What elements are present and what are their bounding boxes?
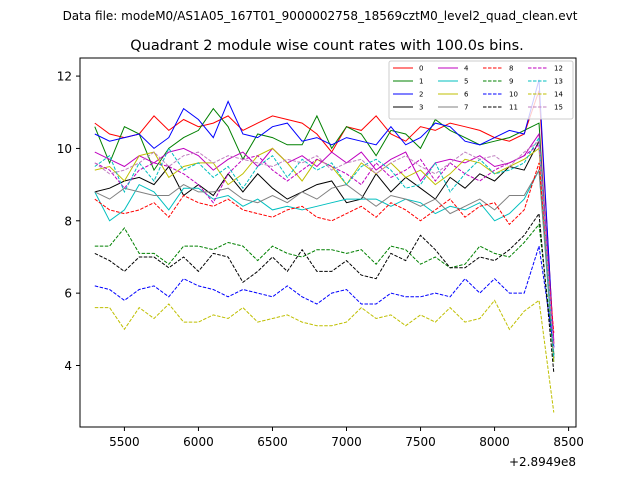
x-axis: 5500 6000 6500 7000 7500 8000 8500 — [109, 427, 584, 449]
series-line-4 — [94, 132, 555, 341]
y-tick-label: 12 — [57, 70, 72, 84]
series-line-10 — [94, 245, 555, 348]
x-tick-label: 6500 — [257, 435, 288, 449]
y-tick-label: 4 — [64, 359, 72, 373]
series-line-2 — [94, 79, 555, 348]
x-tick-label: 8500 — [553, 435, 584, 449]
legend-label-1: 1 — [419, 78, 423, 86]
legend-label-12: 12 — [554, 65, 563, 73]
legend-label-2: 2 — [419, 91, 423, 99]
series-line-13 — [94, 135, 555, 359]
legend-label-0: 0 — [419, 65, 423, 73]
y-axis: 4 6 8 10 12 — [57, 70, 80, 373]
series-line-9 — [94, 223, 555, 355]
chart-title: Quadrant 2 module wise count rates with … — [130, 38, 524, 54]
series-line-14 — [94, 299, 555, 413]
legend-label-3: 3 — [419, 104, 423, 112]
y-tick-label: 10 — [57, 142, 72, 156]
legend-label-5: 5 — [464, 78, 468, 86]
x-tick-label: 6000 — [183, 435, 214, 449]
x-tick-label: 7000 — [331, 435, 362, 449]
y-tick-label: 8 — [64, 214, 72, 228]
series-line-7 — [94, 168, 555, 355]
legend-label-11: 11 — [509, 104, 518, 112]
legend-label-10: 10 — [509, 91, 518, 99]
axes-frame — [79, 57, 577, 428]
legend-label-6: 6 — [464, 91, 469, 99]
legend-label-15: 15 — [554, 104, 563, 112]
legend-label-8: 8 — [509, 65, 513, 73]
series-line-0 — [94, 90, 555, 344]
legend-label-9: 9 — [509, 78, 513, 86]
x-tick-label: 5500 — [109, 435, 140, 449]
plot-area — [94, 79, 555, 413]
series-line-5 — [94, 168, 555, 362]
x-tick-label: 7500 — [405, 435, 436, 449]
series-line-3 — [94, 139, 555, 359]
legend-box — [388, 60, 574, 120]
legend-label-7: 7 — [464, 104, 468, 112]
legend-label-14: 14 — [554, 91, 563, 99]
series-line-8 — [94, 162, 555, 333]
series-line-1 — [94, 107, 555, 355]
series-line-12 — [94, 143, 555, 344]
suptitle: Data file: modeM0/AS1A05_167T01_90000027… — [63, 9, 578, 23]
series-line-11 — [94, 212, 555, 373]
series-line-15 — [94, 140, 555, 352]
y-tick-label: 6 — [64, 287, 72, 301]
x-offset-label: +2.8949e8 — [509, 455, 576, 469]
legend-label-13: 13 — [554, 78, 563, 86]
series-line-6 — [94, 147, 555, 362]
legend-label-4: 4 — [464, 65, 469, 73]
x-tick-label: 8000 — [479, 435, 510, 449]
